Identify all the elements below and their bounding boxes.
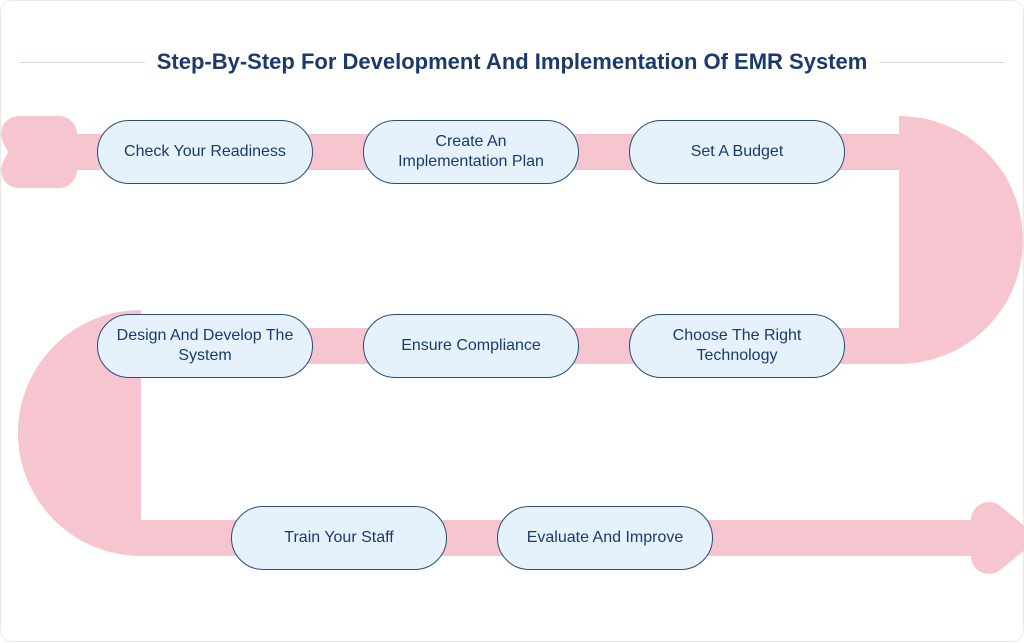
step-label: Choose The Right Technology [648, 326, 826, 366]
divider-left [19, 62, 145, 63]
step-label: Set A Budget [691, 142, 784, 162]
step-label: Create An Implementation Plan [382, 132, 560, 172]
page-title: Step-By-Step For Development And Impleme… [157, 49, 868, 75]
step-7: Train Your Staff [231, 506, 447, 570]
step-1: Check Your Readiness [97, 120, 313, 184]
step-3: Set A Budget [629, 120, 845, 184]
divider-right [879, 62, 1005, 63]
step-4: Design And Develop The System [97, 314, 313, 378]
step-2: Create An Implementation Plan [363, 120, 579, 184]
step-label: Design And Develop The System [116, 326, 294, 366]
step-8: Evaluate And Improve [497, 506, 713, 570]
step-5: Ensure Compliance [363, 314, 579, 378]
title-row: Step-By-Step For Development And Impleme… [1, 49, 1023, 75]
step-label: Train Your Staff [284, 528, 393, 548]
step-label: Evaluate And Improve [527, 528, 684, 548]
step-6: Choose The Right Technology [629, 314, 845, 378]
step-label: Ensure Compliance [401, 336, 541, 356]
step-label: Check Your Readiness [124, 142, 286, 162]
